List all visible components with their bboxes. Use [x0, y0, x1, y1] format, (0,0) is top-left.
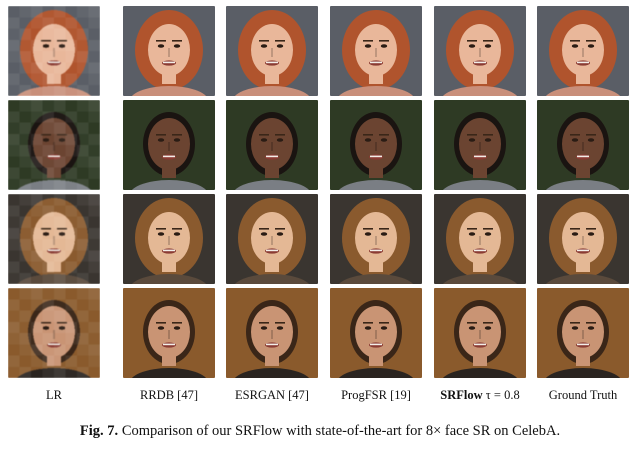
face-image — [226, 288, 318, 378]
face-image — [537, 6, 629, 96]
face-portrait — [330, 100, 422, 190]
face-portrait — [434, 194, 526, 284]
face-portrait — [226, 194, 318, 284]
pixel-grid — [8, 288, 100, 378]
face-image — [330, 288, 422, 378]
face-image — [8, 6, 100, 96]
face-image — [226, 100, 318, 190]
face-portrait — [434, 100, 526, 190]
caption-label: Fig. 7. — [79, 423, 119, 439]
face-portrait — [8, 100, 100, 190]
column-label: ESRGAN [47] — [235, 388, 309, 402]
face-image — [434, 6, 526, 96]
column-label-bold: SRFlow — [440, 388, 483, 402]
face-portrait — [434, 6, 526, 96]
face-image — [330, 194, 422, 284]
face-portrait — [226, 6, 318, 96]
column-label: Ground Truth — [548, 388, 618, 402]
face-image — [8, 288, 100, 378]
face-image — [330, 100, 422, 190]
pixel-grid — [8, 194, 100, 284]
face-image — [434, 194, 526, 284]
face-image — [434, 100, 526, 190]
face-portrait — [226, 288, 318, 378]
face-image — [8, 100, 100, 190]
face-portrait — [8, 194, 100, 284]
face-image — [537, 194, 629, 284]
face-image — [537, 100, 629, 190]
pixel-grid — [8, 6, 100, 96]
column-label: SRFlow τ = 0.8 — [434, 388, 526, 403]
face-portrait — [8, 288, 100, 378]
face-portrait — [123, 288, 215, 378]
face-image — [330, 6, 422, 96]
column-label: LR — [46, 388, 62, 402]
face-portrait — [537, 194, 629, 284]
face-image — [123, 194, 215, 284]
column-label: ProgFSR [19] — [341, 388, 411, 402]
figure-grid — [8, 6, 632, 382]
face-portrait — [537, 288, 629, 378]
face-portrait — [8, 6, 100, 96]
face-image — [226, 6, 318, 96]
figure-caption: Fig. 7. Comparison of our SRFlow with st… — [0, 423, 640, 440]
face-portrait — [226, 100, 318, 190]
face-image — [123, 288, 215, 378]
face-image — [123, 100, 215, 190]
face-portrait — [330, 288, 422, 378]
column-label-rest: τ = 0.8 — [482, 388, 520, 402]
face-portrait — [434, 288, 526, 378]
face-portrait — [123, 6, 215, 96]
face-image — [226, 194, 318, 284]
face-image — [123, 6, 215, 96]
face-portrait — [537, 100, 629, 190]
face-portrait — [330, 6, 422, 96]
face-portrait — [123, 100, 215, 190]
face-image — [434, 288, 526, 378]
caption-text: Comparison of our SRFlow with state-of-t… — [118, 423, 561, 439]
face-portrait — [123, 194, 215, 284]
pixel-grid — [8, 100, 100, 190]
column-label: RRDB [47] — [140, 388, 198, 402]
face-portrait — [330, 194, 422, 284]
face-image — [537, 288, 629, 378]
face-image — [8, 194, 100, 284]
face-portrait — [537, 6, 629, 96]
